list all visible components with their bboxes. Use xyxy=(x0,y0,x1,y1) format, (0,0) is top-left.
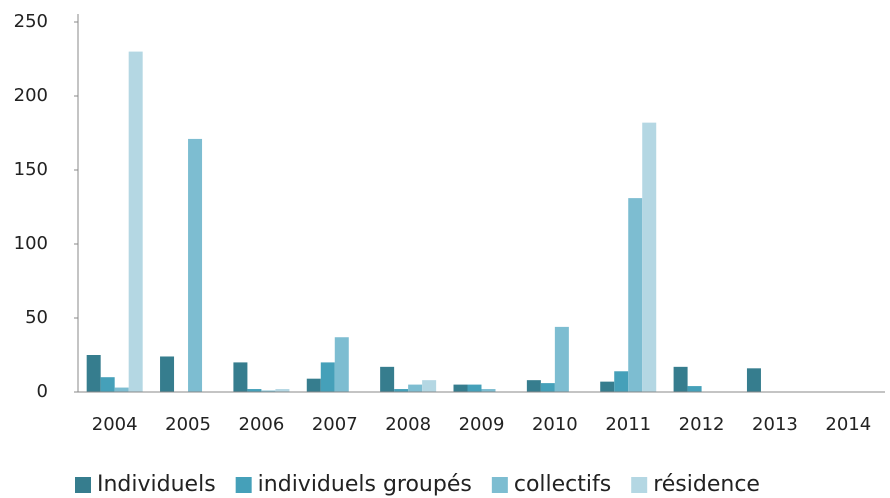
x-tick-label: 2006 xyxy=(239,414,285,435)
y-tick-label: 150 xyxy=(14,159,48,180)
bar xyxy=(526,380,541,392)
legend-swatch xyxy=(235,477,252,493)
bar xyxy=(334,337,349,392)
y-tick-label: 250 xyxy=(14,11,48,32)
bar xyxy=(380,366,395,392)
y-tick-label: 50 xyxy=(25,307,48,328)
legend-label: résidence xyxy=(653,472,760,497)
bar xyxy=(554,326,569,392)
bar xyxy=(481,389,496,392)
bar xyxy=(540,383,555,392)
bar xyxy=(642,122,657,392)
bar xyxy=(746,368,761,392)
bar xyxy=(306,378,321,392)
y-tick-label: 200 xyxy=(14,85,48,106)
y-tick-label: 100 xyxy=(14,233,48,254)
legend-swatch xyxy=(491,477,508,493)
bar xyxy=(687,386,702,392)
x-tick-label: 2010 xyxy=(532,414,578,435)
bar xyxy=(128,51,143,392)
bar xyxy=(275,389,290,392)
legend-label: collectifs xyxy=(514,472,611,497)
bar xyxy=(628,198,643,392)
bar xyxy=(247,389,262,392)
x-tick-label: 2012 xyxy=(679,414,725,435)
bar xyxy=(233,362,248,392)
y-tick-label: 0 xyxy=(37,381,48,402)
x-tick-label: 2011 xyxy=(605,414,651,435)
legend-label: Individuels xyxy=(97,472,216,497)
legend-label: individuels groupés xyxy=(258,472,472,497)
x-tick-label: 2013 xyxy=(752,414,798,435)
bar xyxy=(86,355,101,392)
bar xyxy=(100,377,115,392)
x-tick-label: 2009 xyxy=(459,414,505,435)
legend-swatch xyxy=(75,477,91,493)
bar xyxy=(408,384,423,392)
bar xyxy=(453,384,468,392)
x-tick-label: 2014 xyxy=(825,414,871,435)
bar xyxy=(320,362,335,392)
bar xyxy=(114,387,129,392)
x-tick-label: 2005 xyxy=(165,414,211,435)
bar xyxy=(394,389,409,392)
bar xyxy=(188,138,203,392)
x-tick-label: 2007 xyxy=(312,414,358,435)
bar xyxy=(673,366,688,392)
bar xyxy=(160,356,175,392)
bar xyxy=(261,390,276,392)
bar xyxy=(422,380,437,392)
x-tick-label: 2008 xyxy=(385,414,431,435)
legend-swatch xyxy=(631,477,648,493)
bar xyxy=(600,381,615,392)
bar xyxy=(467,384,482,392)
x-tick-label: 2004 xyxy=(92,414,138,435)
bar xyxy=(614,371,629,392)
